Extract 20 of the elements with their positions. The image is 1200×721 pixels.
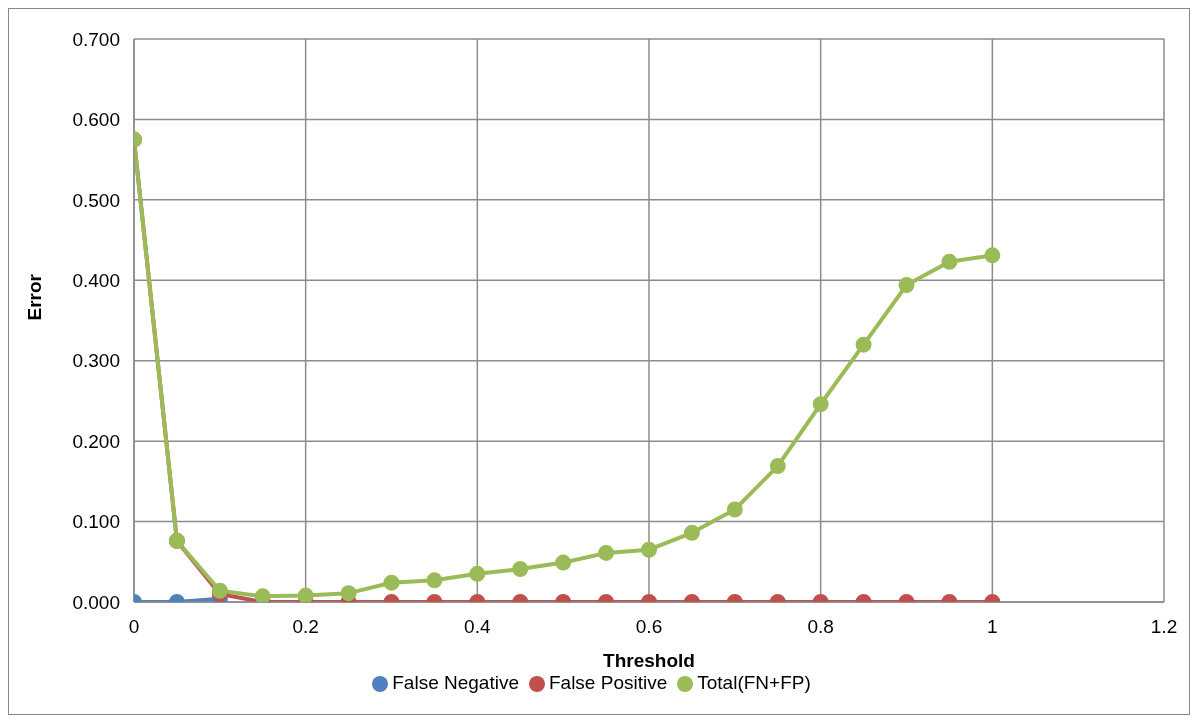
legend-label: False Negative: [392, 672, 519, 693]
x-tick-label: 0.6: [635, 616, 663, 638]
x-tick-label: 1.2: [1150, 616, 1178, 638]
x-tick-label: 0: [128, 616, 140, 638]
y-tick-label: 0.200: [72, 430, 120, 452]
y-axis-title: Error: [23, 273, 45, 321]
x-tick-label: 0.8: [807, 616, 834, 638]
x-axis-title: Threshold: [603, 650, 695, 671]
y-tick-label: 0.100: [72, 511, 120, 533]
y-tick-label: 0.000: [72, 591, 120, 613]
x-tick-label: 0.4: [464, 616, 491, 638]
y-tick-label: 0.500: [72, 189, 120, 211]
legend-label: Total(FN+FP): [697, 672, 811, 693]
legend-label: False Positive: [548, 672, 668, 693]
y-tick-label: 0.600: [72, 109, 120, 131]
y-tick-label: 0.400: [72, 270, 120, 292]
y-tick-label: 0.700: [72, 28, 120, 50]
x-tick-label: 1: [987, 616, 998, 638]
x-tick-label: 0.2: [292, 616, 319, 638]
y-tick-label: 0.300: [72, 350, 120, 372]
